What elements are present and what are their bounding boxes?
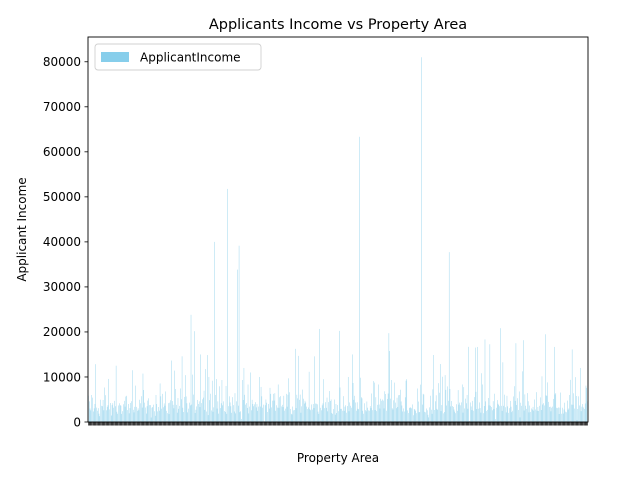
y-tick-label-60000: 60000 [43, 145, 81, 159]
y-tick-label-20000: 20000 [43, 325, 81, 339]
x-tick-layer [88, 422, 587, 426]
bars-layer [88, 57, 588, 422]
y-axis-label: Applicant Income [15, 177, 29, 281]
y-tick-label-0: 0 [73, 415, 81, 429]
y-tick-label-30000: 30000 [43, 280, 81, 294]
x-axis-label: Property Area [297, 451, 379, 465]
plot-frame [88, 37, 588, 422]
y-tick-layer: 0 10000 20000 30000 40000 50000 60000 70000 8000… [43, 55, 88, 429]
y-tick-label-10000: 10000 [43, 370, 81, 384]
y-tick-label-80000: 80000 [43, 55, 81, 69]
y-tick-label-40000: 40000 [43, 235, 81, 249]
chart-title: Applicants Income vs Property Area [209, 17, 467, 33]
y-tick-label-70000: 70000 [43, 100, 81, 114]
legend-label-applicantincome: ApplicantIncome [140, 51, 241, 65]
y-tick-label-50000: 50000 [43, 190, 81, 204]
legend-swatch [101, 52, 129, 62]
legend: ApplicantIncome [95, 44, 261, 70]
